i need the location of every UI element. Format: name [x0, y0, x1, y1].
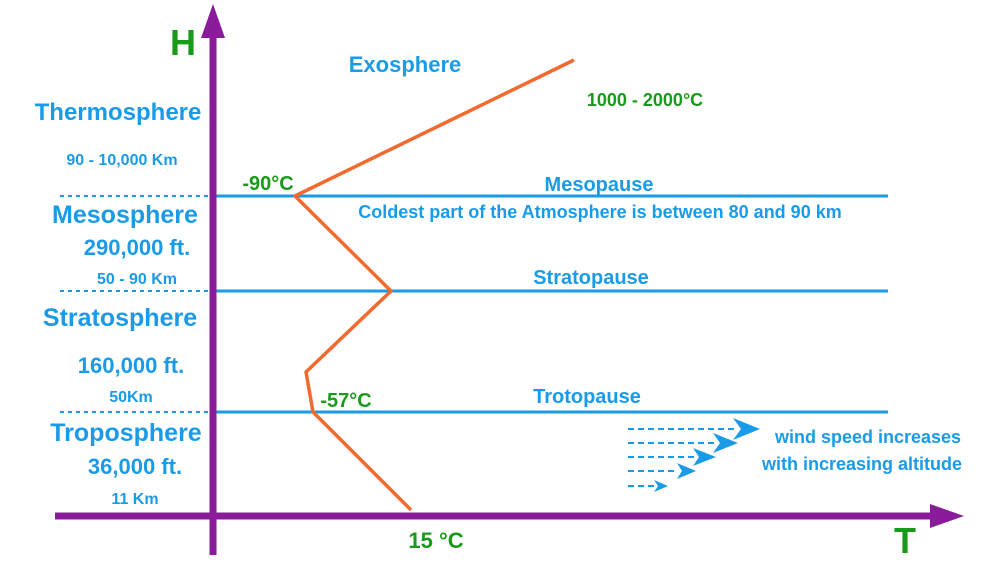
wind-arrow-head: [677, 463, 696, 479]
mesopause-label: Mesopause: [545, 174, 654, 196]
wind-arrows: [628, 418, 760, 492]
stratosphere-range: 50Km: [109, 389, 153, 406]
mesosphere-feet: 290,000 ft.: [84, 235, 190, 260]
thermosphere-range: 90 - 10,000 Km: [66, 152, 177, 169]
troposphere-range: 11 Km: [111, 491, 158, 508]
boundary-lines: [213, 194, 888, 414]
x-axis-label: T: [894, 520, 916, 561]
thermosphere-label: Thermosphere: [35, 99, 202, 126]
mesosphere-range: 50 - 90 Km: [97, 271, 177, 288]
y-axis-label: H: [170, 22, 196, 63]
wind-note-line1: wind speed increases: [774, 427, 961, 447]
stratosphere-label: Stratosphere: [43, 304, 197, 332]
mesopause-temperature: -90°C: [242, 173, 293, 195]
wind-note-line2: with increasing altitude: [761, 454, 962, 474]
tropopause-label: Trotopause: [533, 386, 641, 408]
troposphere-label: Troposphere: [50, 419, 202, 447]
temperature-profile-line: [293, 58, 575, 512]
mesopause-note: Coldest part of the Atmosphere is betwee…: [358, 202, 841, 222]
stratosphere-feet: 160,000 ft.: [78, 353, 184, 378]
boundary-dashes: [60, 195, 213, 413]
axes: [55, 4, 964, 555]
wind-arrow-head: [733, 418, 760, 440]
wind-arrow-head: [693, 448, 716, 466]
wind-arrow-head: [713, 433, 738, 453]
wind-arrow-head: [654, 480, 668, 492]
tropopause-temperature: -57°C: [320, 390, 371, 412]
troposphere-feet: 36,000 ft.: [88, 454, 182, 479]
x-axis-arrowhead: [930, 504, 964, 528]
mesosphere-label: Mesosphere: [52, 201, 198, 229]
exosphere-label: Exosphere: [349, 52, 462, 77]
stratopause-label: Stratopause: [533, 267, 649, 289]
y-axis-arrowhead: [201, 4, 225, 38]
exosphere-temperature: 1000 - 2000°C: [587, 90, 703, 110]
surface-temperature: 15 °C: [408, 528, 463, 553]
